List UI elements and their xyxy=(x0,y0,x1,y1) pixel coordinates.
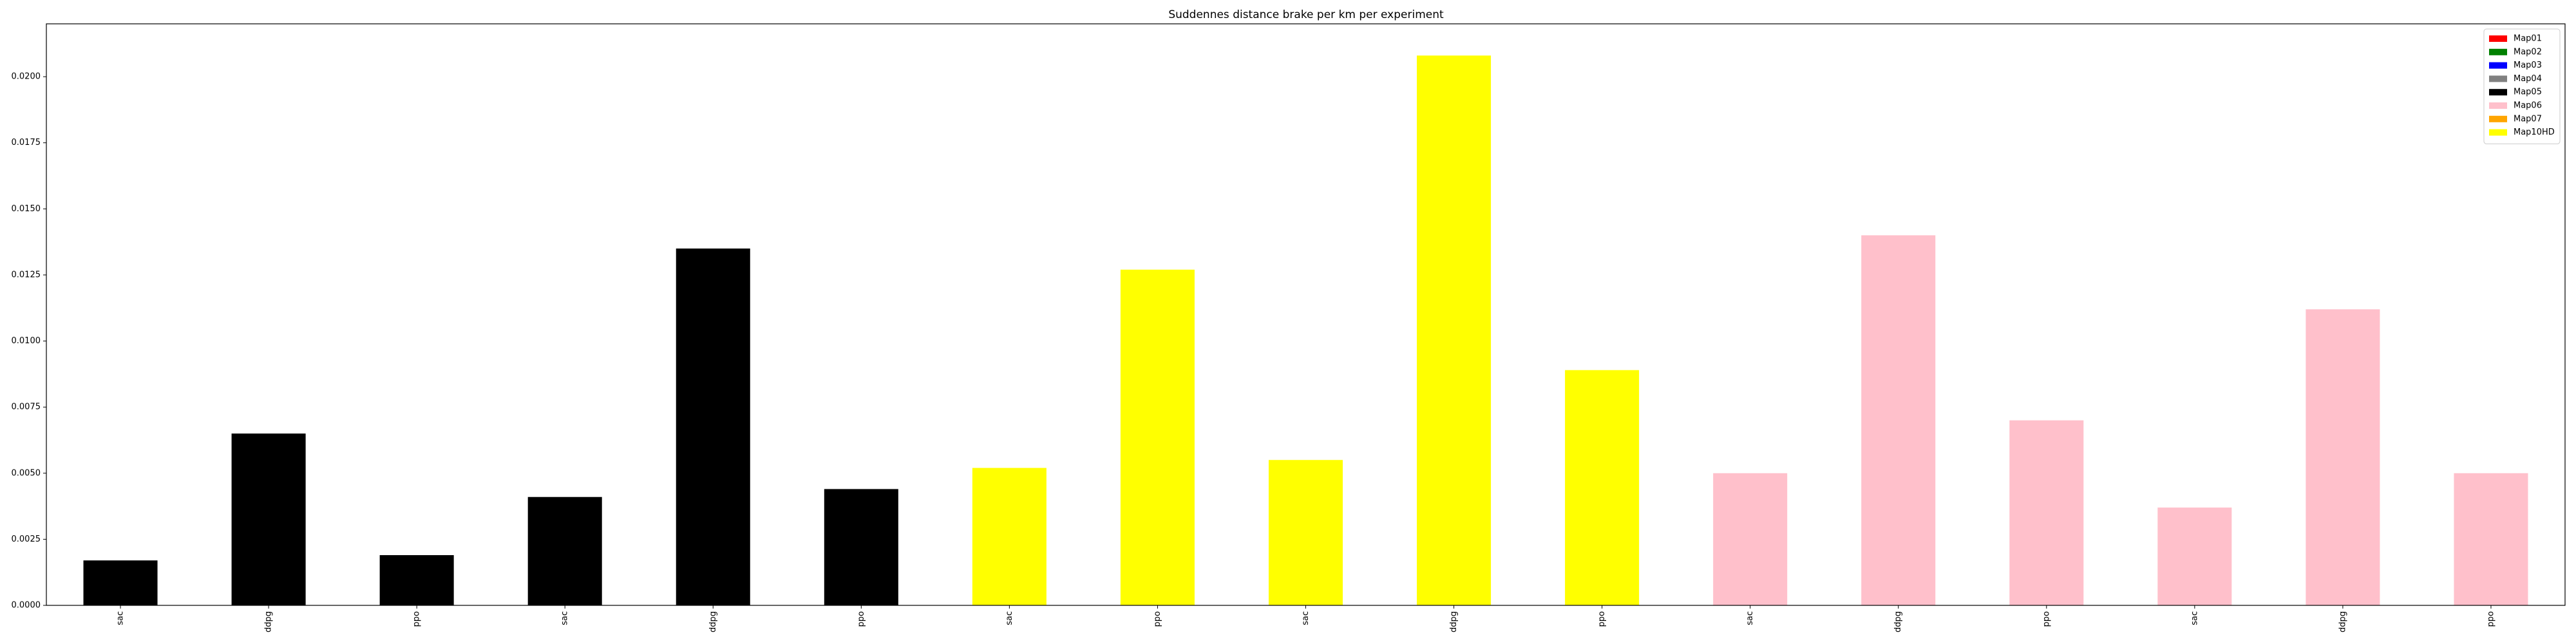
x-tick-label: ppo xyxy=(412,611,422,627)
bar-2 xyxy=(231,433,306,605)
legend-label: Map03 xyxy=(2514,61,2542,70)
x-tick-label: ppo xyxy=(857,611,866,627)
x-tick-label: ddpg xyxy=(708,611,718,632)
legend-swatch xyxy=(2489,48,2507,55)
bar-3 xyxy=(379,555,454,605)
legend-box xyxy=(2483,28,2561,144)
bar-15 xyxy=(2157,507,2232,605)
chart-title: Suddennes distance brake per km per expe… xyxy=(1168,8,1444,21)
x-tick-label: sac xyxy=(116,611,126,625)
legend-label: Map01 xyxy=(2514,34,2542,44)
bar-4 xyxy=(527,497,602,605)
bar-8 xyxy=(1120,269,1195,605)
bar-9 xyxy=(1268,460,1343,605)
bar-7 xyxy=(972,468,1046,605)
bar-11 xyxy=(1565,370,1640,605)
x-tick-label: ddpg xyxy=(2338,611,2347,632)
x-tick-label: sac xyxy=(1005,611,1014,625)
x-tick-label: ddpg xyxy=(1893,611,1903,632)
plot-frame xyxy=(46,23,2566,606)
legend-label: Map10HD xyxy=(2514,128,2555,137)
legend-swatch xyxy=(2489,102,2507,109)
bar-16 xyxy=(2306,309,2380,605)
x-tick-label: ddpg xyxy=(264,611,274,632)
x-tick-label: sac xyxy=(2190,611,2199,625)
y-tick-label: 0.0150 xyxy=(12,204,41,214)
legend-label: Map07 xyxy=(2514,114,2542,124)
y-tick-label: 0.0125 xyxy=(12,270,41,279)
legend-label: Map05 xyxy=(2514,88,2542,97)
bar-14 xyxy=(2009,420,2084,605)
legend-label: Map06 xyxy=(2514,101,2542,111)
x-tick-label: sac xyxy=(1301,611,1311,625)
x-tick-label: ddpg xyxy=(1449,611,1459,632)
x-tick-label: ppo xyxy=(1153,611,1162,627)
x-tick-label: ppo xyxy=(2041,611,2051,627)
legend-swatch xyxy=(2489,35,2507,42)
y-tick-label: 0.0000 xyxy=(12,601,41,611)
bar-5 xyxy=(676,248,750,605)
bar-12 xyxy=(1713,473,1788,605)
x-tick-label: ppo xyxy=(2486,611,2496,627)
legend-swatch xyxy=(2489,129,2507,136)
y-tick-label: 0.0075 xyxy=(12,402,41,412)
bars-layer xyxy=(83,55,2528,606)
y-tick-label: 0.0175 xyxy=(12,138,41,147)
y-tick-label: 0.0050 xyxy=(12,468,41,478)
legend-label: Map02 xyxy=(2514,47,2542,57)
legend-swatch xyxy=(2489,89,2507,96)
x-tick-label: sac xyxy=(1745,611,1755,625)
y-tick-label: 0.0200 xyxy=(12,72,41,82)
legend-label: Map04 xyxy=(2514,74,2542,84)
legend-swatch xyxy=(2489,75,2507,82)
y-tick-label: 0.0025 xyxy=(12,535,41,544)
bar-17 xyxy=(2454,473,2528,605)
x-tick-label: ppo xyxy=(1597,611,1607,627)
x-axis: sac ddpg ppo sac ddpg ppo sac ppo sac ddpg ppo sac d… xyxy=(116,605,2496,632)
y-tick-label: 0.0100 xyxy=(12,336,41,346)
legend: Map01 Map02 Map03 Map04 Map05 Map06 Map07 Map10… xyxy=(2483,28,2561,144)
y-axis: 0.0000 0.0025 0.0050 0.0075 0.0100 0.0125 0.01… xyxy=(12,72,46,611)
legend-swatch xyxy=(2489,62,2507,69)
legend-swatch xyxy=(2489,115,2507,122)
bar-13 xyxy=(1861,235,1936,605)
bar-1 xyxy=(83,560,158,605)
x-tick-label: sac xyxy=(560,611,570,625)
bar-6 xyxy=(824,489,898,605)
bar-10 xyxy=(1417,55,1492,606)
